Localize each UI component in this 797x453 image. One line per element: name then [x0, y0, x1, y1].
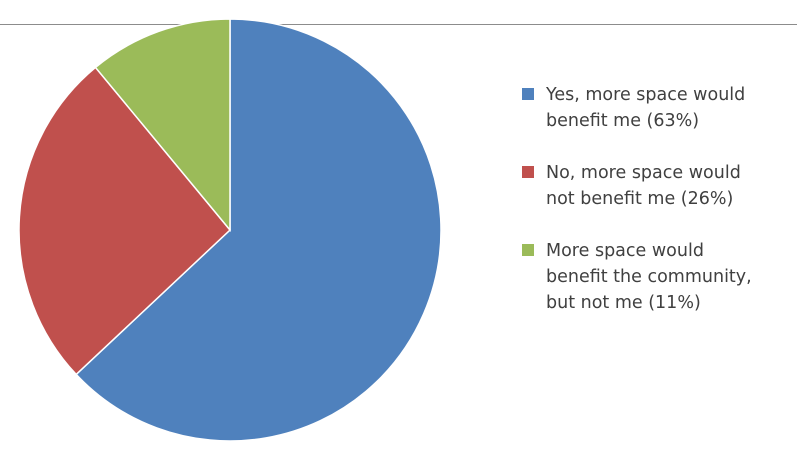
legend-swatch-no: [522, 166, 534, 178]
legend-label-community-line-3: but not me (11%): [546, 293, 701, 313]
legend-label-no-line-2: not benefit me (26%): [546, 189, 734, 209]
legend-item-community: More space would benefit the community, …: [522, 238, 792, 316]
legend-label-community-line-2: benefit the community,: [546, 267, 752, 287]
legend-label-yes-line-1: Yes, more space would: [546, 85, 746, 105]
legend-swatch-yes: [522, 88, 534, 100]
legend-item-yes: Yes, more space would benefit me (63%): [522, 82, 792, 134]
pie-slice-community: [94, 18, 231, 233]
legend-item-no: No, more space would not benefit me (26%…: [522, 160, 792, 212]
top-border-line: [0, 24, 797, 25]
pie-slice-yes: [75, 18, 442, 442]
legend-swatch-community: [522, 244, 534, 256]
chart-legend: Yes, more space would benefit me (63%) N…: [522, 82, 792, 342]
legend-label-no-line-1: No, more space would: [546, 163, 741, 183]
legend-label-community-line-1: More space would: [546, 241, 704, 261]
legend-label-yes-line-2: benefit me (63%): [546, 111, 700, 131]
pie-slice-no: [18, 66, 232, 376]
